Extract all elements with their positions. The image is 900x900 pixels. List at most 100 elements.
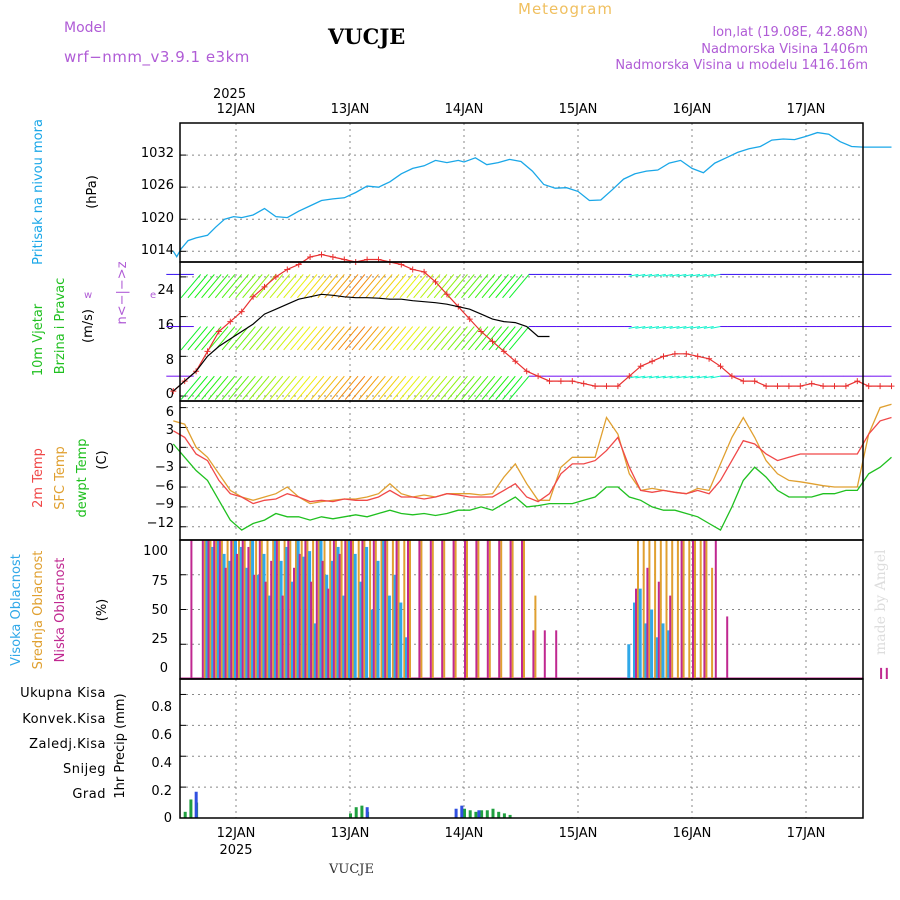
wind-gust-marker bbox=[307, 254, 314, 261]
cloud-high-bar bbox=[382, 540, 386, 679]
cloud-mid-bar bbox=[705, 540, 708, 679]
precip-rain-bar bbox=[360, 805, 364, 818]
wind-direction-barb bbox=[406, 375, 427, 400]
wind-direction-barb bbox=[690, 273, 701, 277]
day-label-top: 13JAN bbox=[331, 102, 370, 117]
cloud-mid-bar bbox=[215, 540, 218, 679]
precip-tick: 0.4 bbox=[151, 756, 172, 771]
panel-frame bbox=[179, 400, 864, 541]
cloud-low-bar bbox=[880, 667, 883, 679]
panel-frame bbox=[179, 678, 864, 819]
cloud-high-bar bbox=[296, 540, 300, 679]
wind-direction-barb bbox=[276, 274, 297, 299]
plot-layer bbox=[166, 122, 895, 819]
cloud-low-bar bbox=[452, 540, 455, 679]
wind-gust-marker bbox=[671, 350, 678, 357]
cloud-mid-bar bbox=[534, 595, 537, 679]
wind-gust-marker bbox=[512, 358, 519, 365]
cloud-mid-bar bbox=[391, 540, 394, 679]
cloud-mid-bar bbox=[295, 540, 297, 679]
cloud-low-bar bbox=[464, 540, 466, 679]
cloud-low-bar bbox=[885, 667, 888, 679]
day-label-top: 15JAN bbox=[559, 102, 598, 117]
wind-direction-barb bbox=[488, 375, 509, 400]
cloud-low-bar bbox=[714, 540, 717, 679]
wind-direction-barb bbox=[242, 326, 263, 351]
cloud-high-bar bbox=[239, 546, 243, 679]
wind-direction-barb bbox=[635, 326, 646, 329]
cloud-mid-bar bbox=[386, 540, 389, 679]
cloud-mid-bar bbox=[676, 540, 679, 679]
precip-snow-bar bbox=[194, 791, 198, 818]
cloud-mid-bar bbox=[249, 540, 252, 679]
wind-direction-barb bbox=[440, 326, 461, 351]
cloud-low-bar bbox=[258, 540, 261, 679]
cloud-mid-bar bbox=[255, 540, 258, 679]
wind-tick: 0 bbox=[166, 387, 174, 402]
wind-direction-barb bbox=[474, 274, 496, 299]
cloud-unit: (%) bbox=[95, 599, 110, 622]
temp-tick: −3 bbox=[155, 460, 174, 475]
cloud-low-bar bbox=[407, 540, 409, 679]
wind-direction-barb bbox=[628, 326, 639, 329]
wind-direction-barb bbox=[426, 274, 448, 299]
wind-direction-barb bbox=[385, 375, 407, 400]
wind-direction-barb bbox=[365, 375, 386, 400]
cloud-high-bar bbox=[387, 595, 391, 679]
cloud-mid-bar bbox=[477, 540, 480, 679]
cloud-mid-bar bbox=[357, 540, 360, 679]
cloud-tick: 100 bbox=[143, 544, 168, 559]
wind-direction-barb bbox=[180, 375, 202, 400]
wind-direction-barb bbox=[194, 326, 215, 351]
wind-direction-barb bbox=[710, 375, 721, 379]
cloud-mid-bar bbox=[682, 540, 685, 679]
temp-2m-line bbox=[172, 416, 892, 505]
cloud-high-bar bbox=[359, 581, 363, 679]
wind-compass-w: w bbox=[84, 290, 92, 301]
wind-direction-barb bbox=[676, 375, 687, 379]
wind-gust-marker bbox=[443, 291, 450, 298]
cloud-high-bar bbox=[627, 644, 631, 679]
cloud-low-bar bbox=[230, 540, 233, 679]
precip-rain-bar bbox=[468, 810, 472, 818]
cloud-low-bar bbox=[726, 616, 729, 679]
cloud-tick: 50 bbox=[151, 603, 168, 618]
day-label-bottom: 17JAN bbox=[787, 826, 826, 841]
cloud-high-bar bbox=[273, 540, 277, 679]
precip-tick: 0 bbox=[164, 811, 172, 826]
wind-direction-barb bbox=[194, 375, 215, 400]
cloud-low-bar bbox=[657, 581, 660, 679]
cloud-high-label: Visoka Oblacnost bbox=[9, 554, 24, 666]
wind-direction-barb bbox=[649, 375, 660, 379]
cloud-high-bar bbox=[319, 540, 323, 679]
temp-tick: −9 bbox=[155, 497, 174, 512]
wind-gust-marker bbox=[238, 308, 245, 315]
cloud-low-bar bbox=[201, 540, 204, 679]
cloud-mid-bar bbox=[317, 540, 320, 679]
wind-gust-marker bbox=[261, 283, 268, 290]
cloud-low-bar bbox=[190, 540, 193, 679]
wind-compass-ns: n<−|−>z bbox=[115, 261, 130, 324]
wind-direction-barb bbox=[262, 326, 284, 351]
model-name: wrf−nmm_v3.9.1 e3km bbox=[64, 48, 250, 66]
cloud-tick: 0 bbox=[160, 661, 168, 676]
wind-direction-barb bbox=[669, 326, 680, 329]
cloud-low-bar bbox=[509, 540, 512, 679]
cloud-mid-bar bbox=[340, 540, 343, 679]
wind-direction-barb bbox=[461, 375, 482, 400]
precip-rain-bar bbox=[183, 811, 187, 818]
wind-direction-barb bbox=[710, 326, 721, 329]
legend-convective-rain: Konvek.Kisa bbox=[22, 712, 106, 727]
wind-direction-barb bbox=[187, 375, 208, 400]
cloud-low-bar bbox=[555, 630, 558, 679]
wind-direction-barb bbox=[303, 326, 325, 351]
wind-direction-barb bbox=[495, 274, 516, 299]
wind-direction-barb bbox=[655, 326, 666, 329]
wind-direction-barb bbox=[276, 326, 297, 351]
wind-direction-barb bbox=[214, 274, 236, 299]
cloud-mid-bar bbox=[431, 540, 434, 679]
station-title: VUCJE bbox=[328, 24, 406, 49]
wind-direction-barb bbox=[649, 273, 660, 277]
cloud-low-bar bbox=[635, 588, 637, 679]
